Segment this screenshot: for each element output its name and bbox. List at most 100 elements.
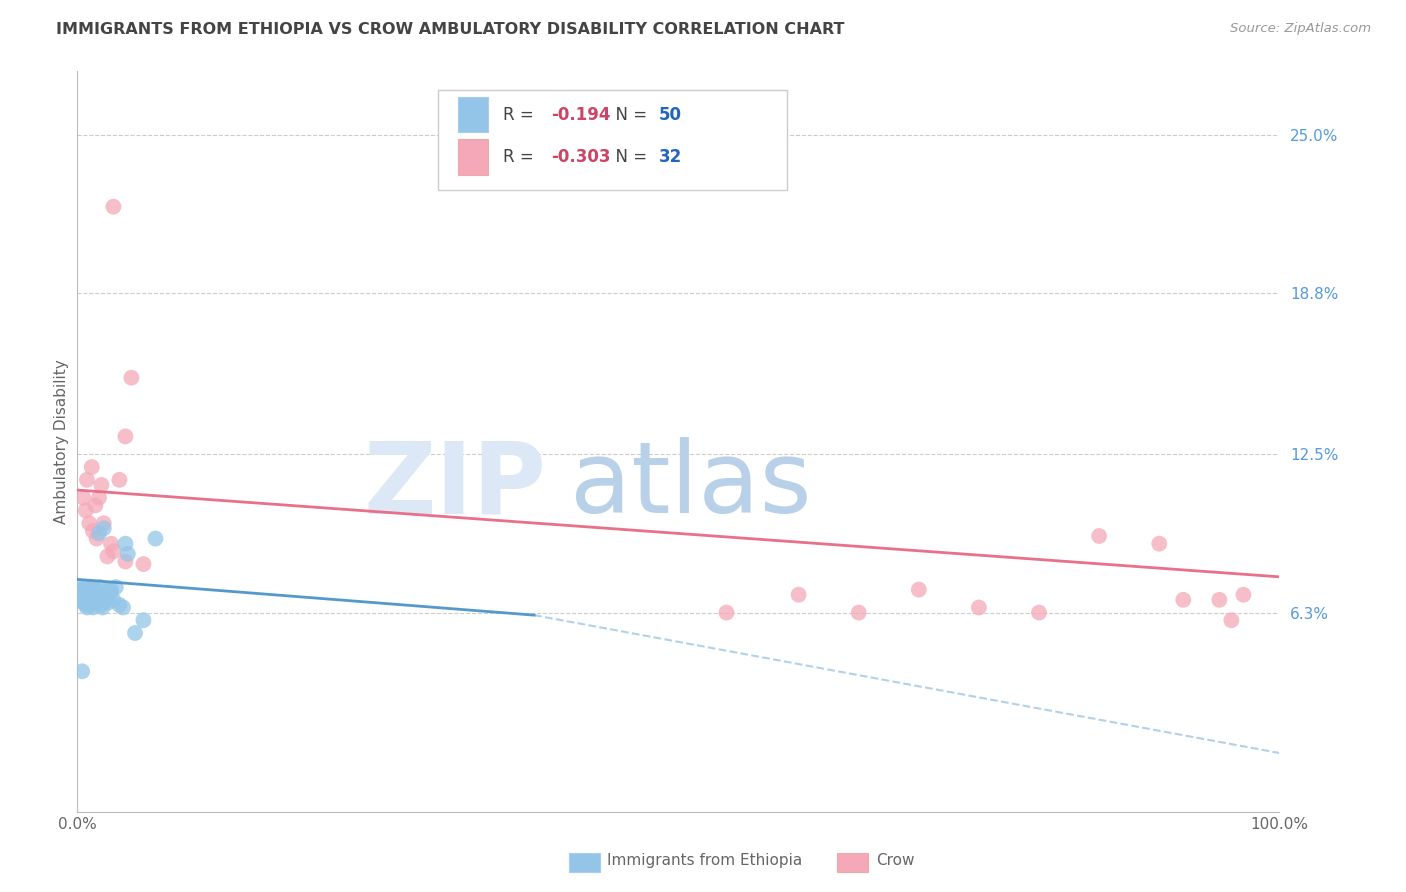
Point <box>87 592 110 607</box>
Point <box>75 503 97 517</box>
Point <box>94 592 117 607</box>
Point <box>77 582 100 597</box>
Point <box>1220 613 1243 627</box>
Point <box>100 585 122 599</box>
Point <box>104 580 127 594</box>
Point <box>103 200 125 214</box>
Text: Immigrants from Ethiopia: Immigrants from Ethiopia <box>607 854 803 868</box>
Point <box>90 478 112 492</box>
Point <box>111 600 134 615</box>
Text: Crow: Crow <box>876 854 914 868</box>
Point <box>89 580 111 594</box>
Text: atlas: atlas <box>571 437 811 534</box>
Point <box>80 580 103 594</box>
Point <box>82 524 104 538</box>
Point <box>77 592 100 607</box>
Point <box>93 516 115 531</box>
Point <box>87 526 110 541</box>
Point <box>1232 588 1254 602</box>
Point <box>86 595 108 609</box>
Text: -0.303: -0.303 <box>551 148 610 166</box>
Point <box>80 460 103 475</box>
Point <box>103 544 125 558</box>
Point <box>87 491 110 505</box>
Point <box>97 595 120 609</box>
Point <box>80 592 103 607</box>
Y-axis label: Ambulatory Disability: Ambulatory Disability <box>53 359 69 524</box>
Point <box>103 592 125 607</box>
Point <box>75 580 97 594</box>
Bar <box>458 97 488 132</box>
Point <box>79 585 101 599</box>
Point <box>87 585 110 599</box>
Text: IMMIGRANTS FROM ETHIOPIA VS CROW AMBULATORY DISABILITY CORRELATION CHART: IMMIGRANTS FROM ETHIOPIA VS CROW AMBULAT… <box>56 22 845 37</box>
Point <box>70 582 93 597</box>
Point <box>848 606 870 620</box>
Point <box>716 606 738 620</box>
Text: 50: 50 <box>659 105 682 124</box>
Point <box>75 598 97 612</box>
Point <box>70 665 93 679</box>
Point <box>114 555 136 569</box>
Point <box>76 588 98 602</box>
Point <box>72 595 94 609</box>
Text: 32: 32 <box>659 148 682 166</box>
Point <box>73 585 96 599</box>
Point <box>96 591 118 605</box>
Point <box>83 592 105 607</box>
Point <box>93 521 115 535</box>
Point <box>76 473 98 487</box>
Point <box>79 595 101 609</box>
Point <box>1028 606 1050 620</box>
Point <box>86 532 108 546</box>
Point <box>1088 529 1111 543</box>
Point <box>91 600 114 615</box>
Point <box>79 516 101 531</box>
Text: -0.194: -0.194 <box>551 105 610 124</box>
Point <box>70 592 93 607</box>
Text: ZIP: ZIP <box>363 437 546 534</box>
Point <box>1149 536 1171 550</box>
Point <box>96 549 118 564</box>
Point <box>82 598 104 612</box>
Point <box>84 499 107 513</box>
Point <box>1173 592 1195 607</box>
Text: N =: N = <box>605 105 652 124</box>
Point <box>83 588 105 602</box>
Point <box>100 536 122 550</box>
Point <box>93 588 115 602</box>
Point <box>114 429 136 443</box>
FancyBboxPatch shape <box>439 90 786 190</box>
Point <box>84 591 107 605</box>
Point <box>787 588 810 602</box>
Point <box>73 592 96 607</box>
Point <box>100 582 122 597</box>
Point <box>90 598 112 612</box>
Point <box>108 598 131 612</box>
Point <box>117 547 139 561</box>
Point <box>72 591 94 605</box>
Point <box>124 626 146 640</box>
Point <box>67 580 90 594</box>
Point <box>132 613 155 627</box>
Point <box>72 491 94 505</box>
Point <box>132 557 155 571</box>
Point <box>114 536 136 550</box>
Point <box>908 582 931 597</box>
Point <box>1208 592 1230 607</box>
Point <box>82 600 104 615</box>
Point <box>120 370 142 384</box>
Point <box>84 582 107 597</box>
Text: R =: R = <box>503 105 538 124</box>
Point <box>145 532 167 546</box>
Point <box>76 600 98 615</box>
Bar <box>458 139 488 175</box>
Point <box>108 473 131 487</box>
Point <box>967 600 990 615</box>
Text: R =: R = <box>503 148 538 166</box>
Text: Source: ZipAtlas.com: Source: ZipAtlas.com <box>1230 22 1371 36</box>
Point <box>96 582 118 597</box>
Point <box>79 591 101 605</box>
Point <box>69 588 91 602</box>
Text: N =: N = <box>605 148 652 166</box>
